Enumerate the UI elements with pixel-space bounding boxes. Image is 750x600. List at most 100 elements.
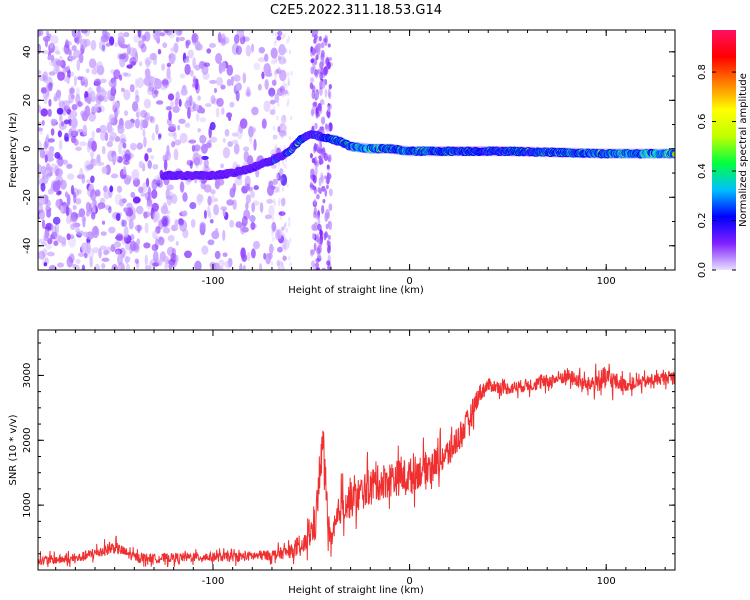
noise-blob bbox=[61, 120, 65, 127]
noise-blob bbox=[190, 218, 196, 228]
noise-blob bbox=[328, 188, 333, 197]
noise-blob bbox=[312, 175, 317, 184]
noise-blob bbox=[269, 109, 276, 116]
noise-blob bbox=[47, 237, 53, 245]
noise-blob bbox=[103, 95, 108, 103]
noise-blob bbox=[316, 194, 320, 200]
noise-blob bbox=[221, 107, 225, 115]
noise-blob bbox=[103, 249, 109, 256]
noise-blob bbox=[75, 35, 80, 45]
noise-blob bbox=[220, 84, 226, 90]
noise-blob bbox=[42, 71, 49, 83]
noise-blob bbox=[283, 239, 287, 245]
noise-blob bbox=[47, 55, 52, 61]
noise-blob bbox=[63, 105, 71, 112]
noise-blob bbox=[193, 144, 201, 152]
noise-blob bbox=[179, 73, 186, 79]
noise-blob bbox=[281, 231, 284, 237]
noise-blob bbox=[113, 241, 122, 248]
noise-blob bbox=[278, 183, 281, 189]
noise-blob bbox=[48, 71, 56, 76]
noise-blob bbox=[235, 82, 243, 92]
noise-blob bbox=[65, 205, 70, 217]
noise-blob bbox=[282, 255, 287, 261]
noise-blob bbox=[275, 226, 278, 232]
noise-blob bbox=[253, 62, 261, 71]
noise-blob bbox=[46, 209, 52, 218]
noise-blob bbox=[101, 220, 106, 225]
noise-blob bbox=[173, 131, 177, 140]
noise-blob bbox=[79, 38, 88, 50]
noise-blob bbox=[239, 223, 245, 231]
noise-blob bbox=[271, 221, 277, 232]
noise-blob bbox=[278, 48, 281, 54]
noise-blob bbox=[158, 133, 162, 139]
noise-blob bbox=[281, 160, 285, 166]
noise-blob bbox=[275, 187, 279, 193]
noise-blob bbox=[161, 79, 169, 86]
noise-blob bbox=[229, 219, 235, 228]
noise-blob bbox=[82, 216, 86, 228]
noise-blob bbox=[43, 96, 48, 105]
spectrogram-frame bbox=[37, 29, 676, 271]
chart-title: C2E5.2022.311.18.53.G14 bbox=[270, 3, 442, 18]
noise-blob bbox=[148, 76, 157, 84]
noise-blob bbox=[38, 127, 44, 132]
noise-blob bbox=[268, 243, 274, 255]
noise-blob bbox=[326, 184, 329, 190]
noise-blob bbox=[247, 155, 254, 167]
noise-blob bbox=[326, 164, 330, 169]
noise-blob bbox=[109, 185, 114, 193]
x-tick-label: 100 bbox=[597, 576, 616, 587]
noise-blob bbox=[323, 152, 328, 162]
noise-blob bbox=[242, 72, 247, 84]
noise-blob bbox=[53, 240, 59, 246]
noise-blob bbox=[96, 154, 101, 164]
noise-blob bbox=[57, 190, 62, 195]
noise-blob bbox=[276, 35, 282, 41]
noise-blob bbox=[56, 156, 64, 166]
noise-blob bbox=[38, 250, 45, 260]
noise-blob bbox=[170, 252, 177, 263]
x-tick-label: -100 bbox=[202, 576, 225, 587]
noise-blob bbox=[274, 93, 280, 104]
noise-blob bbox=[57, 130, 62, 138]
noise-blob bbox=[327, 61, 331, 70]
noise-blob bbox=[94, 263, 101, 270]
noise-blob bbox=[130, 191, 136, 198]
noise-blob bbox=[85, 210, 90, 217]
noise-blob bbox=[174, 139, 182, 146]
noise-blob bbox=[320, 116, 326, 125]
noise-blob bbox=[108, 36, 115, 46]
noise-blob bbox=[279, 214, 283, 220]
noise-blob bbox=[310, 249, 314, 257]
noise-blob bbox=[167, 30, 176, 39]
noise-blob bbox=[66, 233, 71, 241]
noise-blob bbox=[65, 215, 72, 225]
noise-blob bbox=[274, 78, 277, 84]
noise-blob bbox=[95, 127, 101, 133]
noise-blob bbox=[51, 225, 57, 238]
noise-blob bbox=[314, 90, 318, 98]
noise-blob bbox=[83, 252, 88, 259]
noise-blob bbox=[321, 146, 326, 155]
noise-blob bbox=[164, 263, 169, 270]
noise-blob bbox=[213, 204, 220, 216]
noise-blob bbox=[126, 64, 133, 69]
noise-blob bbox=[222, 229, 226, 241]
noise-blob bbox=[82, 124, 88, 136]
noise-blob bbox=[108, 206, 112, 214]
noise-blob bbox=[70, 71, 74, 77]
colorbar-tick-label: 0.4 bbox=[697, 163, 708, 179]
noise-blob bbox=[55, 199, 60, 208]
noise-blob bbox=[205, 142, 212, 149]
noise-blob bbox=[209, 79, 217, 84]
noise-blob bbox=[274, 229, 281, 241]
noise-blob bbox=[277, 126, 281, 133]
noise-blob bbox=[39, 130, 43, 135]
noise-blob bbox=[71, 45, 77, 52]
noise-blob bbox=[146, 199, 153, 207]
noise-blob bbox=[90, 211, 96, 220]
noise-blob bbox=[328, 91, 332, 100]
